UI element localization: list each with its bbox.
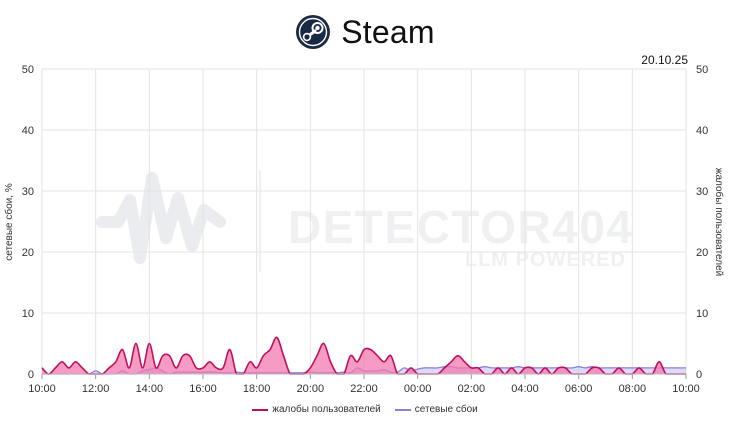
watermark-brand: DETECTOR404 (288, 201, 633, 253)
y-tick-label-left: 40 (22, 125, 34, 137)
watermark-tagline: LLM POWERED (465, 249, 626, 271)
x-tick-label: 00:00 (404, 383, 432, 395)
legend-item-complaints[interactable]: жалобы пользователей (252, 404, 381, 415)
y-tick-label-right: 0 (696, 369, 702, 381)
legend-label-outages: сетевые сбои (414, 404, 478, 415)
y-tick-label-left: 10 (22, 308, 34, 320)
watermark: DETECTOR404 LLM POWERED (96, 170, 633, 272)
date-label: 20.10.25 (641, 53, 688, 67)
x-tick-label: 18:00 (243, 383, 271, 395)
x-tick-label: 02:00 (458, 383, 486, 395)
legend-label-complaints: жалобы пользователей (272, 404, 381, 415)
y-tick-label-left: 0 (28, 369, 34, 381)
y-tick-label-right: 10 (696, 308, 708, 320)
x-tick-label: 14:00 (136, 383, 164, 395)
x-tick-label: 10:00 (28, 383, 56, 395)
page-title: Steam (341, 13, 435, 50)
x-tick-label: 04:00 (511, 383, 539, 395)
x-tick-label: 06:00 (565, 383, 593, 395)
y-tick-label-left: 50 (22, 64, 34, 76)
series-area-complaints (42, 337, 686, 374)
y-tick-label-right: 50 (696, 64, 708, 76)
y-tick-label-right: 40 (696, 125, 708, 137)
legend-swatch-complaints (252, 408, 269, 411)
x-tick-label: 12:00 (82, 383, 110, 395)
chart-plot: DETECTOR404 LLM POWERED 0 0 10 10 20 20 30 30 40… (3, 64, 725, 395)
y-tick-label-left: 20 (22, 247, 34, 259)
y-tick-label-right: 20 (696, 247, 708, 259)
chart-header: Steam (0, 10, 730, 54)
y-tick-label-left: 30 (22, 186, 34, 198)
legend-swatch-outages (394, 408, 411, 411)
x-tick-label: 20:00 (297, 383, 325, 395)
x-tick-label: 08:00 (619, 383, 647, 395)
chart-legend: жалобы пользователей сетевые сбои (0, 404, 730, 415)
steam-logo-icon (296, 15, 331, 49)
y-axis-label-left: сетевые сбои, % (3, 183, 15, 261)
legend-item-outages[interactable]: сетевые сбои (394, 404, 478, 415)
x-tick-label: 10:00 (672, 383, 700, 395)
y-axis-label-right: жалобы пользователей (713, 168, 725, 277)
x-tick-label: 22:00 (350, 383, 378, 395)
chart-axes: 0 0 10 10 20 20 30 30 40 40 50 50 10:00 12:00 14:00 16:… (22, 64, 709, 395)
x-tick-label: 16:00 (189, 383, 217, 395)
y-tick-label-right: 30 (696, 186, 708, 198)
